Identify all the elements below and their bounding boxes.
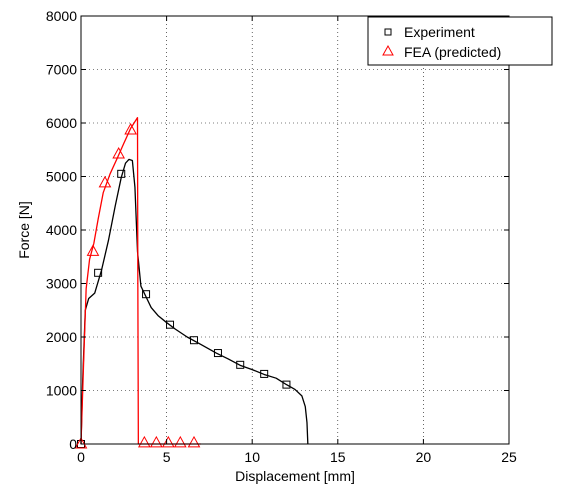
y-tick-label: 5000	[46, 169, 77, 185]
x-tick-label: 0	[77, 449, 85, 465]
legend-triangle-marker-icon	[382, 44, 394, 56]
x-tick-label: 15	[330, 449, 346, 465]
fea-data-point	[187, 435, 201, 448]
experiment-data-point	[94, 268, 103, 277]
experiment-data-point	[117, 169, 126, 178]
y-tick-label: 0	[69, 436, 77, 452]
legend-square-marker-icon	[384, 28, 392, 36]
grid-lines	[81, 16, 509, 444]
x-tick-label: 5	[163, 449, 171, 465]
experiment-data-point	[213, 349, 222, 358]
y-axis-label: Force [N]	[16, 201, 32, 259]
experiment-data-point	[236, 360, 245, 369]
fea-data-point	[74, 436, 88, 449]
y-tick-label: 1000	[46, 383, 77, 399]
legend: Experiment FEA (predicted)	[367, 16, 553, 66]
series-layer	[74, 117, 309, 449]
fea-data-point	[137, 435, 151, 448]
fea-series-line	[80, 117, 201, 445]
experiment-data-point	[260, 369, 269, 378]
legend-label-fea: FEA (predicted)	[404, 44, 501, 60]
y-tick-label: 2000	[46, 329, 77, 345]
fea-data-point	[173, 435, 187, 448]
y-tick-label: 6000	[46, 115, 77, 131]
legend-label-experiment: Experiment	[404, 24, 475, 40]
y-tick-label: 7000	[46, 62, 77, 78]
fea-data-point	[86, 244, 100, 256]
experiment-data-point	[282, 380, 291, 389]
tick-labels: 0 5 10 15 20 25 0 1000 2000 3000 4000 5000 6000 7000 8…	[46, 8, 517, 465]
experiment-data-point	[166, 320, 175, 329]
fea-data-point	[124, 122, 137, 135]
x-axis-label: Displacement [mm]	[235, 468, 355, 484]
y-tick-label: 3000	[46, 276, 77, 292]
x-tick-label: 25	[501, 449, 517, 465]
y-tick-label: 4000	[46, 222, 77, 238]
y-tick-label: 8000	[46, 8, 77, 24]
experiment-data-point	[189, 336, 198, 345]
fea-data-point	[98, 175, 112, 188]
x-tick-label: 20	[416, 449, 432, 465]
fea-data-point	[149, 435, 163, 448]
experiment-data-point	[142, 290, 151, 299]
experiment-series-line	[80, 158, 309, 445]
x-tick-label: 10	[244, 449, 260, 465]
fea-data-point	[112, 146, 126, 159]
legend-box	[367, 16, 553, 66]
fea-data-point	[161, 435, 175, 448]
